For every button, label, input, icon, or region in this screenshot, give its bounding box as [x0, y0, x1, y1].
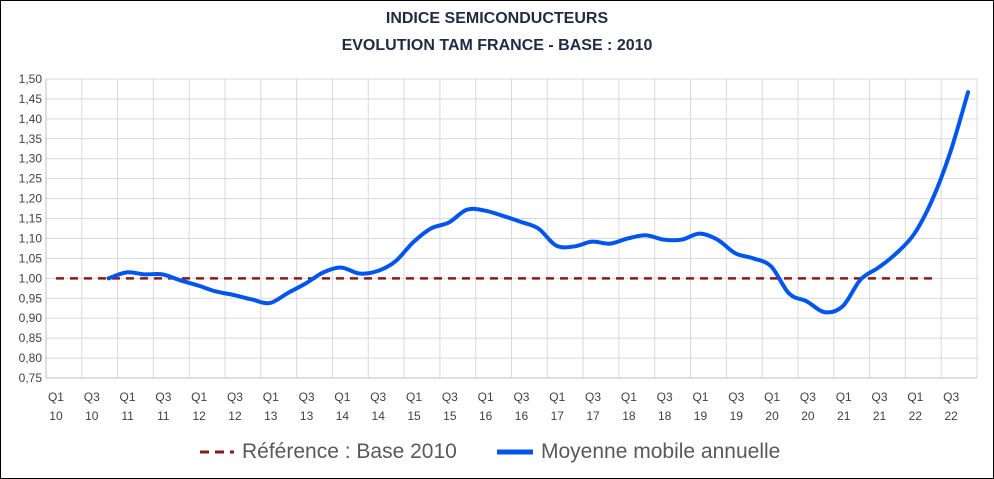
x-tick-label-year: 21: [837, 409, 851, 423]
x-tick-label-quarter: Q3: [943, 390, 959, 404]
x-tick-label-year: 20: [765, 409, 779, 423]
x-tick-label-quarter: Q1: [549, 390, 565, 404]
x-tick-label-year: 19: [694, 409, 708, 423]
x-tick-label-quarter: Q1: [836, 390, 852, 404]
x-tick-label-quarter: Q3: [872, 390, 888, 404]
y-tick-label: 0,85: [19, 331, 43, 345]
x-tick-label-quarter: Q1: [120, 390, 136, 404]
y-tick-label: 0,75: [19, 371, 43, 385]
y-axis-ticks: 0,75 0,80 0,85 0,90 0,95 1,00 1,05 1,10 1,15 1,20…: [19, 72, 43, 385]
x-tick-label-year: 17: [586, 409, 600, 423]
x-tick-label-quarter: Q1: [478, 390, 494, 404]
x-tick-label-year: 13: [300, 409, 314, 423]
x-tick-label-year: 22: [909, 409, 923, 423]
series-group: [55, 90, 971, 315]
legend-swatch-dashed: [200, 450, 234, 454]
legend-label-reference: Référence : Base 2010: [242, 440, 457, 463]
x-tick-label-quarter: Q1: [334, 390, 350, 404]
x-tick-label-quarter: Q1: [621, 390, 637, 404]
x-tick-label-quarter: Q3: [227, 390, 243, 404]
y-tick-label: 1,35: [19, 132, 43, 146]
y-tick-label: 1,20: [19, 192, 43, 206]
y-tick-label: 1,40: [19, 112, 43, 126]
x-tick-label-quarter: Q3: [84, 390, 100, 404]
x-tick-label-year: 14: [372, 409, 386, 423]
x-tick-label-year: 18: [622, 409, 636, 423]
y-tick-label: 1,25: [19, 172, 43, 186]
x-tick-label-year: 15: [443, 409, 457, 423]
legend-swatch-solid: [497, 449, 533, 455]
x-tick-label-quarter: Q3: [657, 390, 673, 404]
x-tick-label-year: 14: [336, 409, 350, 423]
x-tick-label-year: 15: [407, 409, 421, 423]
x-tick-label-year: 17: [551, 409, 565, 423]
legend-item-moving-average: Moyenne mobile annuelle: [497, 440, 780, 464]
x-tick-label-quarter: Q1: [764, 390, 780, 404]
x-tick-label-quarter: Q1: [48, 390, 64, 404]
x-tick-label-quarter: Q3: [442, 390, 458, 404]
x-tick-label-year: 19: [730, 409, 744, 423]
x-tick-label-year: 16: [515, 409, 529, 423]
x-tick-label-quarter: Q1: [406, 390, 422, 404]
x-tick-label-year: 10: [49, 409, 63, 423]
y-tick-label: 0,90: [19, 311, 43, 325]
x-tick-label-year: 20: [801, 409, 815, 423]
x-tick-label-quarter: Q3: [728, 390, 744, 404]
chart-subtitle: EVOLUTION TAM FRANCE - BASE : 2010: [341, 37, 653, 54]
series-line-moving-average: [106, 90, 971, 315]
x-tick-label-year: 11: [121, 409, 134, 423]
x-tick-label-year: 11: [157, 409, 170, 423]
y-tick-label: 0,80: [19, 351, 43, 365]
grid-lines: [45, 78, 978, 379]
legend-item-reference: Référence : Base 2010: [200, 440, 457, 464]
y-tick-label: 1,05: [19, 251, 43, 265]
x-tick-label-quarter: Q1: [191, 390, 207, 404]
x-tick-label-year: 18: [658, 409, 672, 423]
y-tick-label: 1,30: [19, 152, 43, 166]
x-tick-label-quarter: Q1: [692, 390, 708, 404]
chart-title: INDICE SEMICONDUCTEURS: [385, 10, 609, 27]
x-tick-label-year: 21: [873, 409, 887, 423]
x-tick-label-year: 12: [193, 409, 207, 423]
legend: Référence : Base 2010 Moyenne mobile ann…: [0, 440, 994, 468]
legend-label-moving-average: Moyenne mobile annuelle: [541, 440, 781, 463]
x-tick-label-year: 16: [479, 409, 493, 423]
y-tick-label: 1,10: [19, 231, 43, 245]
x-tick-label-quarter: Q3: [299, 390, 315, 404]
x-tick-label-quarter: Q3: [585, 390, 601, 404]
x-tick-label-year: 10: [85, 409, 99, 423]
x-tick-label-quarter: Q3: [800, 390, 816, 404]
y-tick-label: 1,15: [19, 212, 43, 226]
x-axis-ticks: Q1 10 Q3 10 Q1 11 Q3 11 Q1 12 Q3 12 Q1 13 Q3 13 Q1 14 Q3 14…: [48, 390, 960, 423]
x-tick-label-quarter: Q1: [263, 390, 279, 404]
y-tick-label: 1,50: [19, 72, 43, 86]
x-tick-label-quarter: Q3: [513, 390, 529, 404]
x-tick-label-quarter: Q3: [370, 390, 386, 404]
x-tick-label-quarter: Q1: [907, 390, 923, 404]
x-tick-label-year: 12: [228, 409, 242, 423]
x-tick-label-quarter: Q3: [155, 390, 171, 404]
y-tick-label: 1,00: [19, 271, 43, 285]
y-tick-label: 1,45: [19, 92, 43, 106]
y-tick-label: 0,95: [19, 291, 43, 305]
x-tick-label-year: 13: [264, 409, 278, 423]
x-tick-label-year: 22: [944, 409, 958, 423]
